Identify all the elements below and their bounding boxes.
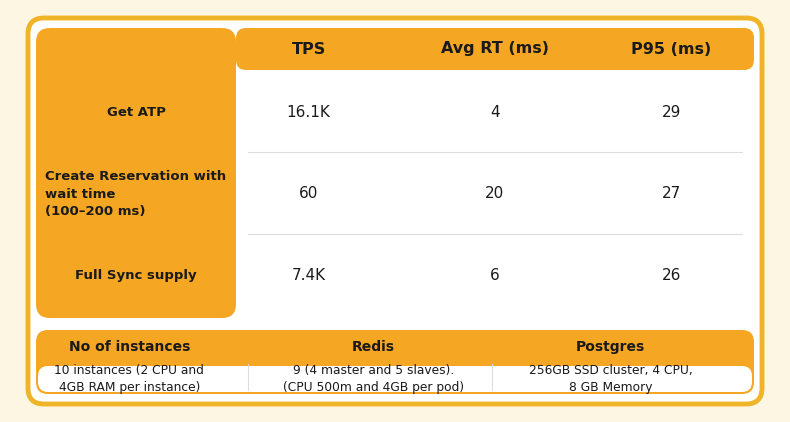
FancyBboxPatch shape (38, 366, 752, 392)
Text: TPS: TPS (292, 41, 325, 57)
FancyBboxPatch shape (28, 18, 762, 404)
Text: 27: 27 (661, 187, 681, 201)
Text: Get ATP: Get ATP (107, 106, 165, 119)
Text: 29: 29 (661, 105, 681, 120)
Text: 26: 26 (661, 268, 681, 283)
Text: 256GB SSD cluster, 4 CPU,
8 GB Memory: 256GB SSD cluster, 4 CPU, 8 GB Memory (529, 364, 692, 394)
FancyBboxPatch shape (236, 28, 754, 70)
Text: 4: 4 (490, 105, 500, 120)
Text: 6: 6 (490, 268, 500, 283)
Text: P95 (ms): P95 (ms) (631, 41, 711, 57)
Text: Avg RT (ms): Avg RT (ms) (441, 41, 549, 57)
Text: Redis: Redis (352, 340, 395, 354)
Text: 16.1K: 16.1K (287, 105, 330, 120)
FancyBboxPatch shape (36, 330, 754, 394)
Text: 9 (4 master and 5 slaves).
(CPU 500m and 4GB per pod): 9 (4 master and 5 slaves). (CPU 500m and… (283, 364, 464, 394)
Text: 7.4K: 7.4K (292, 268, 325, 283)
Text: Full Sync supply: Full Sync supply (75, 269, 197, 282)
Text: No of instances: No of instances (69, 340, 190, 354)
Text: 60: 60 (299, 187, 318, 201)
Text: Postgres: Postgres (576, 340, 645, 354)
Text: 20: 20 (485, 187, 505, 201)
FancyBboxPatch shape (36, 28, 236, 318)
FancyBboxPatch shape (236, 70, 754, 318)
Text: Create Reservation with
wait time
(100–200 ms): Create Reservation with wait time (100–2… (46, 170, 227, 218)
Text: 10 instances (2 CPU and
4GB RAM per instance): 10 instances (2 CPU and 4GB RAM per inst… (55, 364, 205, 394)
